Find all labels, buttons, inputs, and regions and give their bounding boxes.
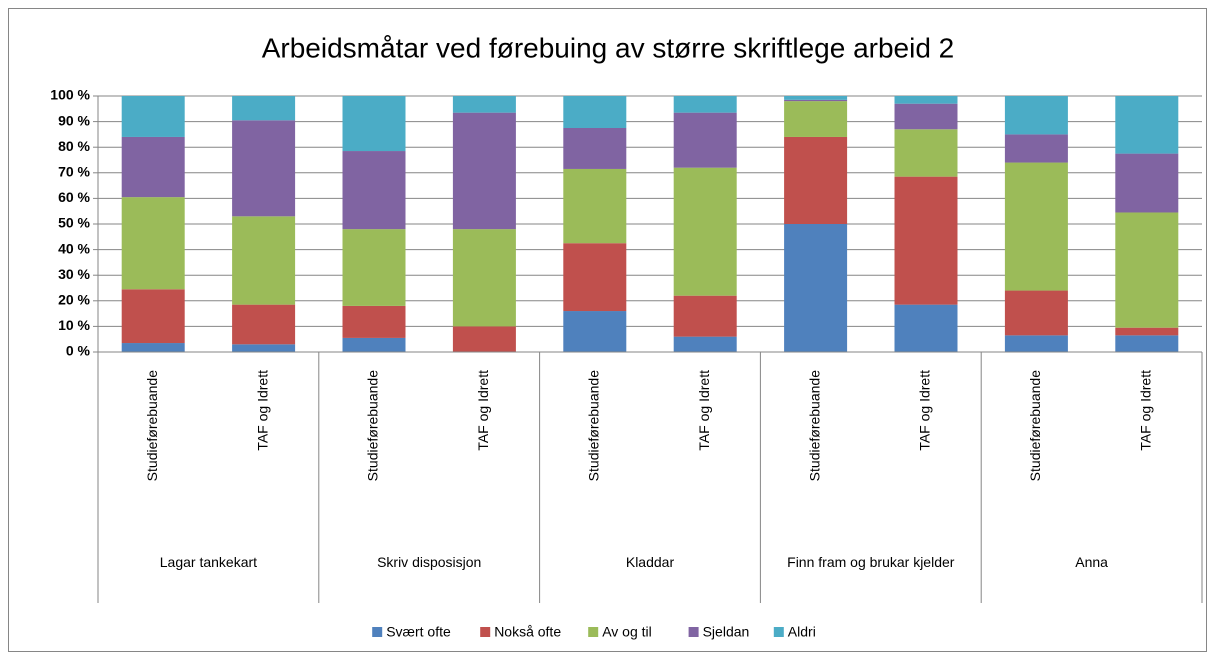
bar-segment: [232, 120, 296, 217]
bar-segment: [452, 326, 516, 352]
group-label: Kladdar: [625, 554, 675, 570]
bar-segment: [784, 136, 848, 224]
bar-segment: [673, 295, 737, 337]
group-label-box: Finn fram og brukar kjelder: [787, 554, 955, 570]
bar-segment: [342, 229, 406, 306]
bar-segment: [121, 289, 185, 344]
group-label-box: Lagar tankekart: [159, 554, 258, 570]
bar-segment: [342, 96, 406, 152]
bar-segment: [342, 305, 406, 338]
legend-label: Svært ofte: [386, 624, 451, 640]
bar-segment: [894, 129, 958, 177]
bar-segment: [784, 96, 848, 100]
x-tick-label: TAF og Idrett: [254, 370, 270, 451]
bar-segment: [121, 136, 185, 198]
bar-segment: [894, 176, 958, 305]
y-tick-label: 50 %: [58, 215, 90, 231]
group-label: Skriv disposisjon: [377, 554, 482, 570]
legend-swatch: [773, 627, 784, 637]
x-tick-label: TAF og Idrett: [696, 370, 712, 451]
y-tick-label: 80 %: [58, 138, 90, 154]
bar-segment: [894, 103, 958, 130]
x-tick-label: Studieførebuande: [1027, 370, 1043, 482]
bar-segment: [1115, 212, 1179, 328]
y-tick-label: 10 %: [58, 317, 90, 333]
bar-segment: [232, 96, 296, 121]
bar-segment: [1115, 335, 1179, 352]
bar-segment: [784, 101, 848, 137]
legend-swatch: [372, 627, 383, 637]
y-tick-label: 30 %: [58, 266, 90, 282]
bar-segment: [1004, 335, 1068, 352]
chart-title: Arbeidsmåtar ved førebuing av større skr…: [262, 32, 955, 63]
y-tick-label: 0 %: [66, 343, 91, 359]
legend-swatch: [688, 627, 699, 637]
bar-segment: [452, 112, 516, 230]
bar-segment: [1115, 96, 1179, 154]
bar-segment: [563, 128, 627, 169]
bar-segment: [894, 304, 958, 352]
bar-segment: [232, 344, 296, 352]
legend-swatch: [588, 627, 599, 637]
group-label-box: Anna: [1075, 554, 1108, 570]
bar-segment: [894, 96, 958, 104]
bar-segment: [121, 197, 185, 290]
group-label: Anna: [1075, 554, 1108, 570]
bar-segment: [232, 304, 296, 345]
y-tick-label: 70 %: [58, 164, 90, 180]
group-label-box: Kladdar: [625, 554, 675, 570]
legend-label: Av og til: [602, 624, 652, 640]
legend-label: Aldri: [788, 624, 816, 640]
bar-segment: [673, 96, 737, 113]
x-tick-label: Studieførebuande: [806, 370, 822, 482]
x-tick-label: Studieførebuande: [365, 370, 381, 482]
bar-segment: [121, 343, 185, 352]
x-tick-label: TAF og Idrett: [475, 370, 491, 451]
x-tick-label: TAF og Idrett: [917, 370, 933, 451]
x-tick-label: TAF og Idrett: [1138, 370, 1154, 451]
y-tick-label: 100 %: [50, 87, 90, 103]
bar-segment: [784, 99, 848, 102]
group-label: Finn fram og brukar kjelder: [787, 554, 955, 570]
bar-segment: [452, 229, 516, 327]
group-label-box: Skriv disposisjon: [377, 554, 482, 570]
bar-segment: [121, 96, 185, 137]
bar-segment: [342, 151, 406, 230]
y-tick-label: 90 %: [58, 112, 90, 128]
y-tick-label: 20 %: [58, 292, 90, 308]
bar-segment: [1004, 96, 1068, 135]
bar-segment: [673, 112, 737, 168]
legend-label: Sjeldan: [703, 624, 750, 640]
bar-segment: [563, 243, 627, 312]
bar-segment: [563, 311, 627, 352]
bar-segment: [452, 96, 516, 113]
bar-segment: [1115, 153, 1179, 213]
legend-swatch: [480, 627, 491, 637]
bar-segment: [232, 216, 296, 305]
bar-segment: [1115, 327, 1179, 336]
bar-segment: [342, 337, 406, 352]
bar-segment: [1004, 290, 1068, 336]
bar-segment: [563, 168, 627, 244]
legend-label: Nokså ofte: [494, 624, 561, 640]
x-tick-label: Studieførebuande: [586, 370, 602, 482]
bar-segment: [673, 167, 737, 296]
bar-segment: [673, 336, 737, 352]
y-tick-label: 40 %: [58, 240, 90, 256]
group-label: Lagar tankekart: [159, 554, 258, 570]
y-tick-label: 60 %: [58, 189, 90, 205]
bar-segment: [1004, 162, 1068, 291]
bar-segment: [1004, 134, 1068, 163]
bar-segment: [784, 224, 848, 352]
x-tick-label: Studieførebuande: [144, 370, 160, 482]
bar-segment: [563, 96, 627, 128]
